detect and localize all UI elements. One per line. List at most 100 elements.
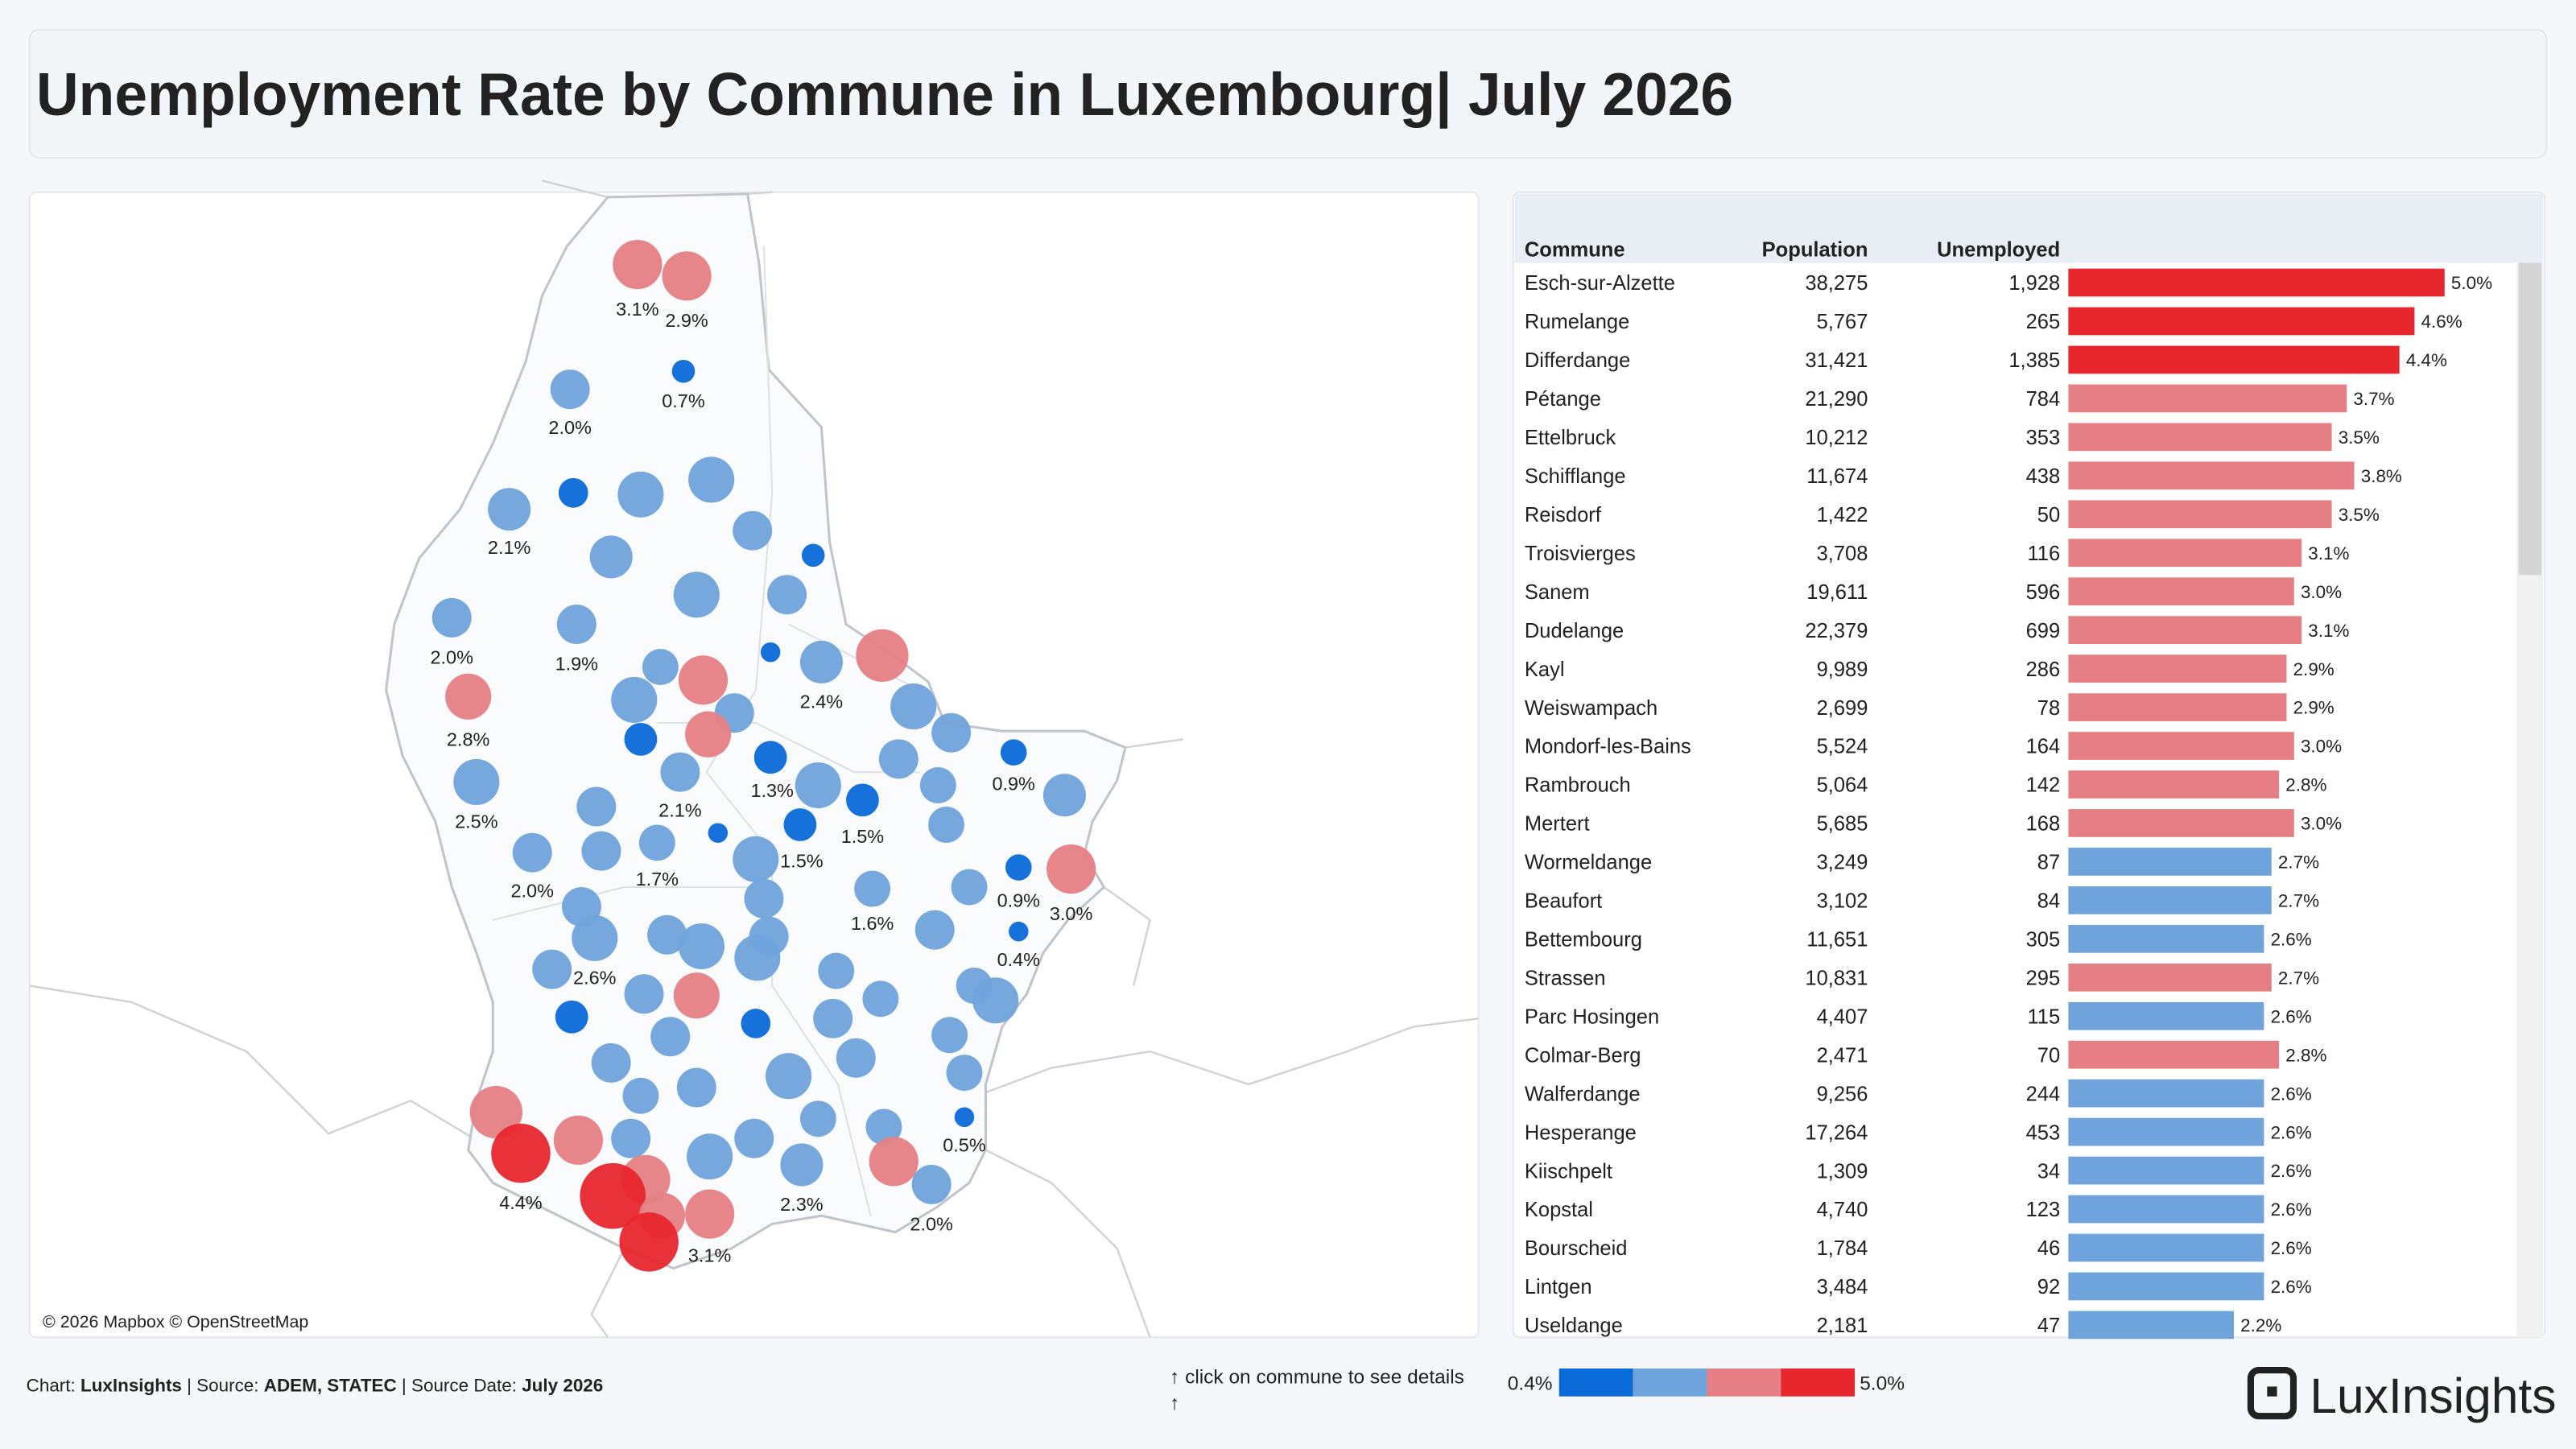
commune-bubble[interactable] [611,676,658,723]
commune-bubble[interactable] [954,1107,975,1127]
commune-bubble[interactable] [799,1100,836,1137]
commune-name[interactable]: Bettembourg [1525,929,1642,952]
commune-bubble[interactable] [572,914,618,961]
commune-bubble[interactable] [678,923,724,970]
commune-bubble[interactable] [688,456,735,503]
commune-name[interactable]: Kayl [1525,658,1565,681]
commune-bubble[interactable] [1009,921,1029,942]
commune-bubble[interactable] [469,1085,522,1139]
commune-name[interactable]: Beaufort [1525,890,1602,913]
commune-name[interactable]: Useldange [1525,1315,1623,1337]
commune-name[interactable]: Pétange [1525,388,1601,411]
commune-bubble[interactable] [733,510,773,551]
commune-name[interactable]: Dudelange [1525,620,1624,642]
commune-name[interactable]: Rambrouch [1525,774,1631,797]
commune-bubble[interactable] [1042,774,1086,817]
commune-bubble[interactable] [650,1017,691,1057]
commune-bubble[interactable] [580,1162,646,1229]
commune-bubble[interactable] [576,786,617,827]
commune-bubble[interactable] [928,807,964,843]
commune-name[interactable]: Mertert [1525,813,1590,836]
commune-bubble[interactable] [453,758,500,805]
commune-bubble[interactable] [878,739,919,779]
commune-bubble[interactable] [445,673,492,720]
commune-bubble[interactable] [856,629,909,682]
commune-bubble[interactable] [1000,739,1027,766]
commune-bubble[interactable] [673,972,720,1019]
commune-bubble[interactable] [818,952,855,989]
commune-name[interactable]: Walferdange [1525,1083,1641,1105]
commune-bubble[interactable] [972,977,1019,1024]
commune-bubble[interactable] [591,1042,631,1083]
commune-bubble[interactable] [919,767,956,803]
commune-bubble[interactable] [662,251,712,301]
commune-bubble[interactable] [671,359,696,383]
commune-bubble[interactable] [1046,844,1096,894]
commune-bubble[interactable] [734,935,781,981]
commune-name[interactable]: Hesperange [1525,1121,1637,1144]
commune-bubble[interactable] [624,722,658,756]
commune-bubble[interactable] [624,974,664,1014]
commune-bubble[interactable] [780,1143,824,1187]
commune-bubble[interactable] [865,1108,902,1146]
commune-bubble[interactable] [617,471,664,518]
commune-bubble[interactable] [685,711,732,758]
commune-bubble[interactable] [931,1017,968,1054]
commune-bubble[interactable] [795,762,841,809]
commune-name[interactable]: Colmar-Berg [1525,1044,1641,1067]
commune-bubble[interactable] [676,1067,716,1108]
commune-bubble[interactable] [532,949,572,989]
commune-name[interactable]: Esch-sur-Alzette [1525,272,1675,295]
commune-bubble[interactable] [512,832,552,873]
commune-name[interactable]: Lintgen [1525,1276,1592,1298]
commune-name[interactable]: Bourscheid [1525,1237,1628,1260]
commune-name[interactable]: Wormeldange [1525,852,1652,874]
commune-bubble[interactable] [890,683,937,730]
commune-name[interactable]: Weiswampach [1525,697,1657,720]
commune-bubble[interactable] [836,1038,876,1078]
commune-bubble[interactable] [869,1137,919,1187]
commune-name[interactable]: Schifflange [1525,465,1626,488]
commune-bubble[interactable] [555,1000,588,1034]
commune-bubble[interactable] [708,823,729,843]
commune-bubble[interactable] [491,1123,551,1183]
commune-bubble[interactable] [744,878,784,919]
commune-name[interactable]: Sanem [1525,581,1590,604]
commune-bubble[interactable] [685,1189,735,1239]
commune-bubble[interactable] [638,824,675,861]
commune-bubble[interactable] [846,783,879,817]
commune-name[interactable]: Rumelange [1525,311,1629,333]
commune-bubble[interactable] [753,741,787,774]
commune-bubble[interactable] [931,712,972,753]
commune-bubble[interactable] [801,543,825,568]
commune-bubble[interactable] [647,914,687,955]
commune-bubble[interactable] [760,642,781,663]
commune-bubble[interactable] [862,980,899,1018]
commune-name[interactable]: Parc Hosingen [1525,1005,1659,1028]
commune-bubble[interactable] [914,910,955,950]
commune-bubble[interactable] [660,752,700,792]
commune-name[interactable]: Troisvierges [1525,543,1636,565]
commune-bubble[interactable] [553,1115,603,1165]
commune-bubble[interactable] [799,640,843,683]
commune-bubble[interactable] [589,535,633,579]
commune-name[interactable]: Strassen [1525,967,1606,989]
commune-bubble[interactable] [642,649,679,686]
commune-bubble[interactable] [488,488,531,531]
commune-bubble[interactable] [766,1053,812,1100]
commune-name[interactable]: Kopstal [1525,1199,1593,1221]
commune-bubble[interactable] [767,575,807,615]
commune-bubble[interactable] [911,1164,952,1204]
commune-name[interactable]: Mondorf-les-Bains [1525,736,1691,758]
scrollbar-thumb[interactable] [2518,262,2542,576]
commune-bubble[interactable] [733,836,779,882]
commune-bubble[interactable] [783,808,817,841]
commune-name[interactable]: Ettelbruck [1525,427,1616,449]
commune-name[interactable]: Kiischpelt [1525,1160,1612,1183]
commune-bubble[interactable] [673,572,720,618]
commune-bubble[interactable] [611,1118,651,1158]
commune-bubble[interactable] [556,605,597,644]
commune-bubble[interactable] [581,831,621,871]
commune-bubble[interactable] [687,1133,733,1180]
commune-bubble[interactable] [946,1055,983,1092]
